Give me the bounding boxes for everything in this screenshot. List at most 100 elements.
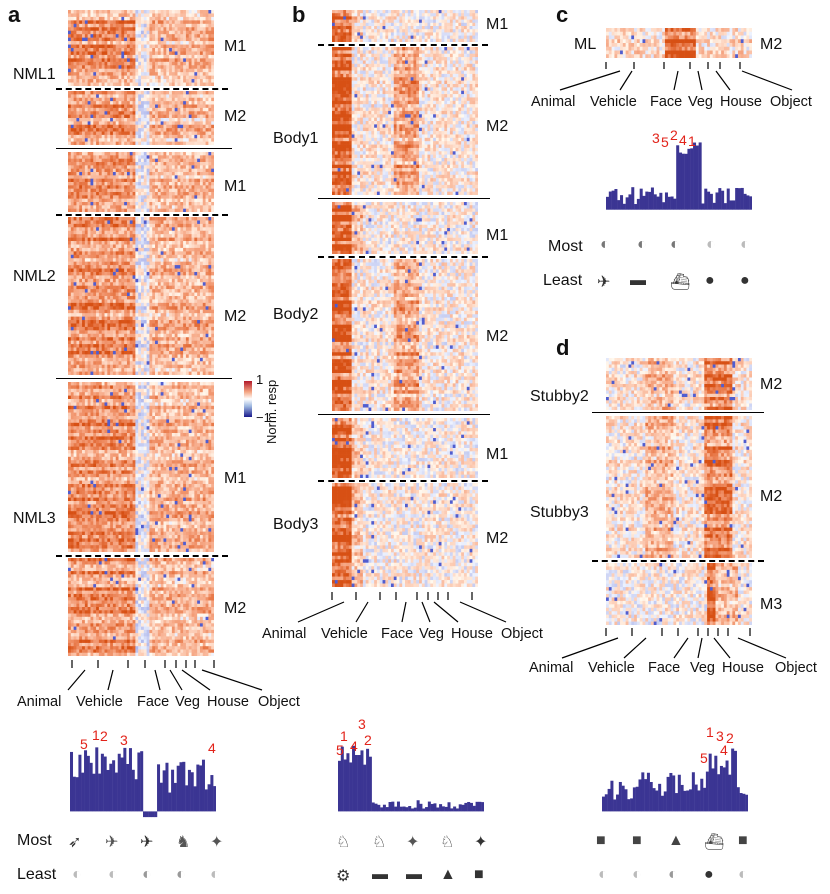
divider-dashed — [56, 88, 228, 90]
face-icon: ◐ — [670, 236, 680, 254]
rank-label: 1 — [688, 133, 696, 149]
helicopter-icon: ✈ — [597, 272, 610, 292]
zebra-icon: ♘ — [372, 832, 386, 852]
tricycle-icon: ⚙ — [336, 866, 350, 886]
face-icon: ◐ — [637, 236, 647, 254]
colorbar-label: Norm. resp — [264, 380, 279, 444]
category-label-animal: Animal — [17, 694, 61, 710]
colorbar — [244, 381, 252, 417]
face-icon: ◐ — [108, 866, 118, 884]
container-icon: ■ — [596, 832, 606, 850]
region-label-body2: Body2 — [273, 306, 318, 324]
panel-letter-a: a — [8, 2, 20, 28]
face-icon: ◐ — [632, 866, 642, 884]
module-label: M1 — [224, 470, 246, 488]
heatmap-body1-m1 — [332, 10, 478, 42]
category-label-house: House — [722, 660, 764, 676]
category-label-vehicle: Vehicle — [76, 694, 123, 710]
divider-solid — [592, 412, 764, 413]
divider-solid — [318, 198, 490, 199]
category-label-face: Face — [137, 694, 169, 710]
category-arrows-d — [561, 628, 787, 659]
region-label-stubby3: Stubby3 — [530, 504, 589, 522]
module-label: M1 — [486, 227, 508, 245]
heatmap-nml2-m1 — [68, 152, 214, 212]
panel-letter-b: b — [292, 2, 305, 28]
row-label-most: Most — [17, 832, 52, 850]
category-label-animal: Animal — [262, 626, 306, 642]
dog-icon: ♘ — [440, 832, 454, 852]
rank-label: 2 — [100, 728, 108, 744]
category-label-veg: Veg — [419, 626, 444, 642]
face-icon: ◐ — [706, 236, 716, 254]
bird-icon: ✦ — [210, 832, 223, 852]
heatmap-body2-m1 — [332, 202, 478, 254]
face-icon: ◐ — [598, 866, 608, 884]
heatmap-nml3-m1 — [68, 382, 214, 552]
bar-chart-d — [602, 748, 748, 812]
heatmap-stubby2-m2 — [606, 358, 752, 410]
divider-dashed — [56, 214, 228, 216]
heatmap-nml1-m1 — [68, 10, 214, 86]
module-label: M1 — [224, 178, 246, 196]
apple-icon: ● — [704, 866, 714, 884]
category-label-face: Face — [648, 660, 680, 676]
category-label-object: Object — [770, 94, 812, 110]
category-label-veg: Veg — [175, 694, 200, 710]
rank-label: 1 — [706, 724, 714, 740]
category-arrows-c — [559, 62, 793, 91]
divider-dashed — [56, 555, 228, 557]
heatmap-stubby3-m3 — [606, 563, 752, 625]
face-icon: ◐ — [600, 236, 610, 254]
divider-solid — [56, 148, 232, 149]
module-label: M2 — [760, 36, 782, 54]
module-label: M2 — [486, 530, 508, 548]
face-icon: ◐ — [72, 866, 82, 884]
category-label-object: Object — [775, 660, 817, 676]
heatmap-nml3-m2 — [68, 558, 214, 656]
category-label-house: House — [720, 94, 762, 110]
module-label: M2 — [760, 488, 782, 506]
divider-solid — [56, 378, 232, 379]
rank-label: 1 — [92, 727, 100, 743]
module-label: M2 — [224, 308, 246, 326]
rank-label: 1 — [340, 728, 348, 744]
ship-icon: ⛴ — [670, 272, 690, 292]
face-icon: ◐ — [176, 866, 186, 884]
divider-dashed — [318, 256, 488, 258]
rank-label: 2 — [726, 730, 734, 746]
module-label: M3 — [760, 596, 782, 614]
category-arrows-a — [67, 660, 263, 691]
rank-label: 4 — [679, 132, 687, 148]
plane-icon: ✈ — [105, 832, 118, 852]
duck-icon: ✦ — [474, 832, 487, 852]
category-label-veg: Veg — [688, 94, 713, 110]
divider-dashed — [318, 480, 488, 482]
heatmap-body3-m2 — [332, 483, 478, 587]
building-icon: ▲ — [440, 866, 456, 884]
category-label-vehicle: Vehicle — [590, 94, 637, 110]
region-label-ml: ML — [574, 36, 596, 54]
colorbar-max: 1 — [256, 372, 263, 387]
swordfish-icon: ➶ — [68, 832, 81, 852]
heatmap-nml2-m2 — [68, 217, 214, 375]
category-label-animal: Animal — [531, 94, 575, 110]
panel-letter-d: d — [556, 335, 569, 361]
heatmap-body2-m2 — [332, 259, 478, 411]
module-label: M2 — [486, 328, 508, 346]
boat-icon: ▬ — [630, 272, 646, 290]
bar-chart-b — [338, 745, 484, 812]
region-label-stubby2: Stubby2 — [530, 388, 589, 406]
module-label: M2 — [486, 118, 508, 136]
module-label: M2 — [224, 600, 246, 618]
chair-icon: ♞ — [176, 832, 190, 852]
face-icon: ◐ — [210, 866, 220, 884]
rank-label: 5 — [661, 134, 669, 150]
category-label-veg: Veg — [690, 660, 715, 676]
category-label-vehicle: Vehicle — [588, 660, 635, 676]
rank-label: 3 — [358, 716, 366, 732]
rank-label: 4 — [350, 738, 358, 754]
teapot-icon: ● — [705, 272, 715, 290]
container-icon: ■ — [632, 832, 642, 850]
rank-label: 3 — [120, 732, 128, 748]
